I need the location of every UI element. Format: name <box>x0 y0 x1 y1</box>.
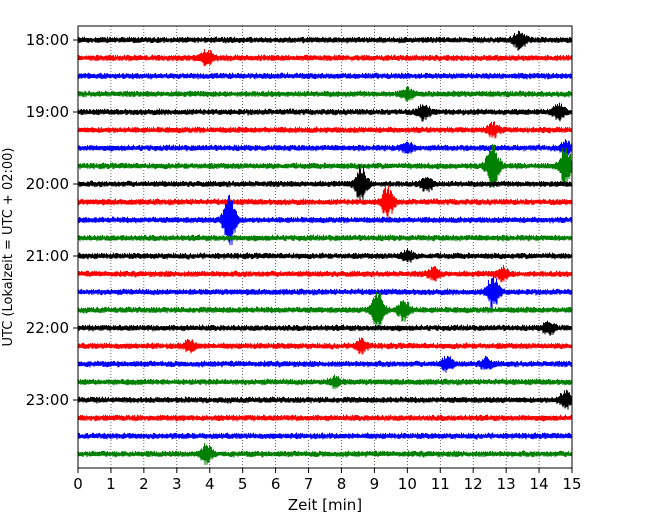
trace-2045 <box>77 234 573 242</box>
trace-1930 <box>77 139 573 157</box>
x-tick-label: 9 <box>370 475 380 493</box>
trace-2300 <box>77 389 573 410</box>
trace-2215 <box>77 337 573 355</box>
trace-2145 <box>77 291 573 331</box>
trace-1845 <box>77 85 573 102</box>
trace-2330 <box>77 432 573 440</box>
x-tick-label: 3 <box>172 475 182 493</box>
x-tick-label: 12 <box>464 475 483 493</box>
y-tick-label: 21:00 <box>26 247 69 265</box>
trace-1915 <box>77 121 573 139</box>
y-axis-ticks: 18:00 19:00 20:00 21:00 22:00 23:00 <box>26 31 78 409</box>
trace-2230 <box>77 355 573 373</box>
trace-1900 <box>77 102 573 122</box>
trace-2100 <box>77 248 573 263</box>
y-tick-label: 19:00 <box>26 103 69 121</box>
x-tick-label: 0 <box>73 475 83 493</box>
trace-2130 <box>77 276 573 310</box>
x-tick-label: 15 <box>562 475 581 493</box>
x-tick-label: 5 <box>238 475 248 493</box>
x-tick-label: 10 <box>398 475 417 493</box>
trace-1945 <box>77 144 573 188</box>
x-axis-label: Zeit [min] <box>288 496 362 514</box>
x-tick-label: 13 <box>497 475 516 493</box>
x-tick-label: 14 <box>530 475 549 493</box>
y-tick-label: 22:00 <box>26 319 69 337</box>
x-tick-label: 11 <box>431 475 450 493</box>
trace-2315 <box>77 414 573 422</box>
plot-frame <box>77 25 573 469</box>
x-tick-label: 2 <box>139 475 149 493</box>
trace-1800 <box>77 30 573 51</box>
x-tick-label: 7 <box>304 475 314 493</box>
x-axis-ticks: 0 1 2 3 4 5 6 7 8 9 10 11 12 13 14 15 <box>73 468 582 493</box>
x-tick-label: 8 <box>337 475 347 493</box>
seismic-traces <box>77 30 573 466</box>
y-tick-label: 18:00 <box>26 31 69 49</box>
trace-2200 <box>77 320 573 336</box>
y-axis-label: UTC (Lokalzeit = UTC + 02:00) <box>1 148 16 347</box>
y-tick-label: 20:00 <box>26 175 69 193</box>
trace-2030 <box>77 194 573 246</box>
trace-2015 <box>77 185 573 220</box>
x-tick-label: 4 <box>205 475 215 493</box>
trace-2245 <box>77 374 573 390</box>
trace-2115 <box>77 265 573 283</box>
trace-2000 <box>77 164 573 201</box>
y-tick-label: 23:00 <box>26 391 69 409</box>
trace-1830 <box>77 72 573 80</box>
trace-2345 <box>77 443 573 466</box>
x-tick-label: 6 <box>271 475 281 493</box>
trace-1815 <box>77 49 573 67</box>
x-tick-label: 1 <box>106 475 116 493</box>
